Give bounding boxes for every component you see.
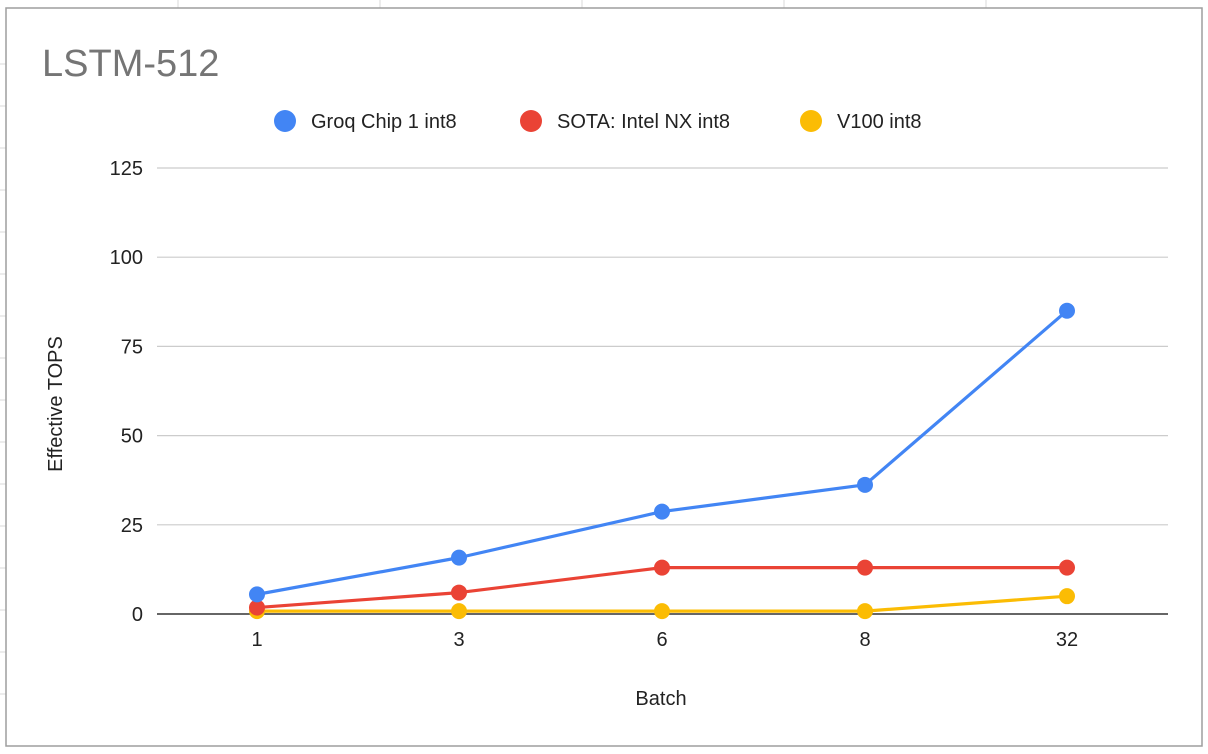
y-tick-label-100: 100 (110, 247, 143, 269)
data-point-2-3 (857, 603, 873, 620)
legend-label-2: V100 int8 (837, 111, 922, 133)
series-0 (249, 302, 1075, 603)
x-axis-ticks: 1 3 6 8 32 (251, 629, 1078, 651)
series-1 (249, 559, 1075, 616)
x-tick-label-6: 6 (656, 629, 667, 651)
legend-marker-1 (520, 110, 542, 132)
series-layer (249, 302, 1075, 620)
x-tick-label-1: 1 (251, 629, 262, 651)
data-point-0-4 (1059, 302, 1075, 319)
x-tick-label-3: 3 (453, 629, 464, 651)
chart-title: LSTM-512 (42, 43, 219, 85)
y-axis-label: Effective TOPS (45, 336, 67, 472)
data-point-2-2 (654, 603, 670, 620)
y-tick-label-50: 50 (121, 426, 143, 448)
sheet-grid (0, 0, 987, 695)
data-point-2-1 (451, 603, 467, 620)
data-point-0-0 (249, 586, 265, 603)
chart-frame (5, 7, 1203, 747)
x-axis-label: Batch (635, 688, 686, 710)
legend-marker-0 (274, 110, 296, 132)
data-point-1-4 (1059, 559, 1075, 576)
series-2 (249, 588, 1075, 620)
gridlines (157, 167, 1168, 615)
legend-marker-2 (800, 110, 822, 132)
data-point-0-1 (451, 549, 467, 566)
x-tick-label-8: 8 (859, 629, 870, 651)
data-point-1-2 (654, 559, 670, 576)
legend-label-0: Groq Chip 1 int8 (311, 111, 457, 133)
data-point-0-3 (857, 476, 873, 493)
data-point-0-2 (654, 503, 670, 520)
y-tick-label-0: 0 (132, 604, 143, 626)
y-axis-ticks: 0 25 50 75 100 125 (110, 158, 143, 626)
data-point-1-3 (857, 559, 873, 576)
y-tick-label-75: 75 (121, 336, 143, 358)
legend-label-1: SOTA: Intel NX int8 (557, 111, 730, 133)
data-point-1-0 (249, 599, 265, 616)
data-point-1-1 (451, 584, 467, 601)
x-tick-label-32: 32 (1056, 629, 1078, 651)
data-point-2-4 (1059, 588, 1075, 605)
y-tick-label-25: 25 (121, 515, 143, 537)
legend: Groq Chip 1 int8 SOTA: Intel NX int8 V100 … (274, 110, 922, 133)
y-tick-label-125: 125 (110, 158, 143, 180)
